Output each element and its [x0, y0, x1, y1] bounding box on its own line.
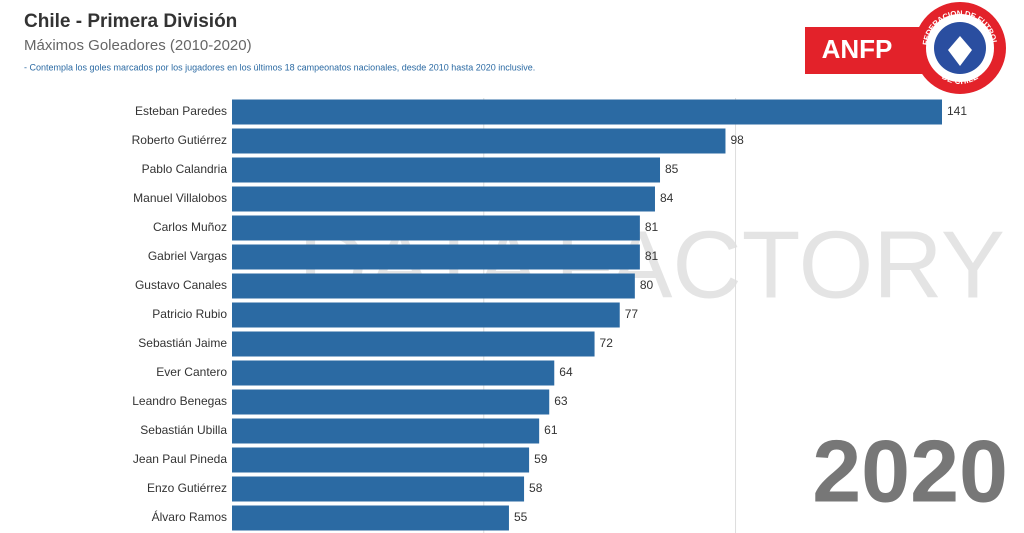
- y-tick-label: Gustavo Canales: [135, 278, 227, 292]
- value-label: 85: [665, 162, 679, 176]
- value-label: 58: [529, 481, 543, 495]
- chart-note: - Contempla los goles marcados por los j…: [24, 62, 535, 72]
- value-label: 64: [559, 365, 573, 379]
- bar: [232, 128, 726, 154]
- value-label: 141: [947, 104, 967, 118]
- y-tick-label: Pablo Calandria: [142, 162, 228, 176]
- logo: ANFP FEDERACION DE FUTBOL DE CHILE: [805, 2, 1006, 94]
- bar: [232, 360, 555, 386]
- value-label: 80: [640, 278, 654, 292]
- logo-box: [805, 27, 923, 74]
- y-tick-label: Ever Cantero: [156, 365, 227, 379]
- bar: [232, 476, 525, 502]
- y-tick-label: Patricio Rubio: [152, 307, 227, 321]
- value-label: 72: [600, 336, 614, 350]
- bar: [232, 186, 655, 212]
- value-label: 84: [660, 191, 674, 205]
- y-tick-label: Esteban Paredes: [135, 104, 227, 118]
- value-label: 61: [544, 423, 558, 437]
- bar: [232, 273, 635, 299]
- bar: [232, 244, 640, 270]
- year-label: 2020: [812, 421, 1008, 520]
- logo-ring: [914, 2, 1006, 94]
- value-label: 81: [645, 220, 659, 234]
- value-label: 77: [625, 307, 639, 321]
- value-label: 98: [730, 133, 744, 147]
- value-label: 63: [554, 394, 568, 408]
- chart-subtitle: Máximos Goleadores (2010-2020): [24, 37, 252, 54]
- value-label: 81: [645, 249, 659, 263]
- y-tick-label: Sebastián Jaime: [138, 336, 227, 350]
- bar: [232, 505, 509, 531]
- y-tick-label: Sebastián Ubilla: [140, 423, 227, 437]
- logo-text: ANFP: [822, 34, 893, 64]
- y-tick-label: Carlos Muñoz: [153, 220, 227, 234]
- logo-star: [948, 36, 972, 66]
- bar: [232, 302, 620, 328]
- bar: [232, 157, 661, 183]
- bar: [232, 331, 595, 357]
- bar: [232, 215, 640, 241]
- y-tick-label: Gabriel Vargas: [148, 249, 227, 263]
- y-tick-label: Roberto Gutiérrez: [132, 133, 227, 147]
- chart-title: Chile - Primera División: [24, 11, 237, 32]
- value-label: 55: [514, 510, 528, 524]
- logo-ring-text: DE CHILE: [940, 72, 980, 86]
- value-label: 59: [534, 452, 548, 466]
- y-tick-label: Enzo Gutiérrez: [147, 481, 227, 495]
- bar: [232, 447, 530, 473]
- y-tick-label: Jean Paul Pineda: [133, 452, 227, 466]
- bar: [232, 99, 942, 125]
- bar: [232, 389, 550, 415]
- y-tick-label: Manuel Villalobos: [133, 191, 227, 205]
- y-tick-label: Leandro Benegas: [132, 394, 227, 408]
- bar: [232, 418, 540, 444]
- y-tick-label: Álvaro Ramos: [152, 509, 227, 524]
